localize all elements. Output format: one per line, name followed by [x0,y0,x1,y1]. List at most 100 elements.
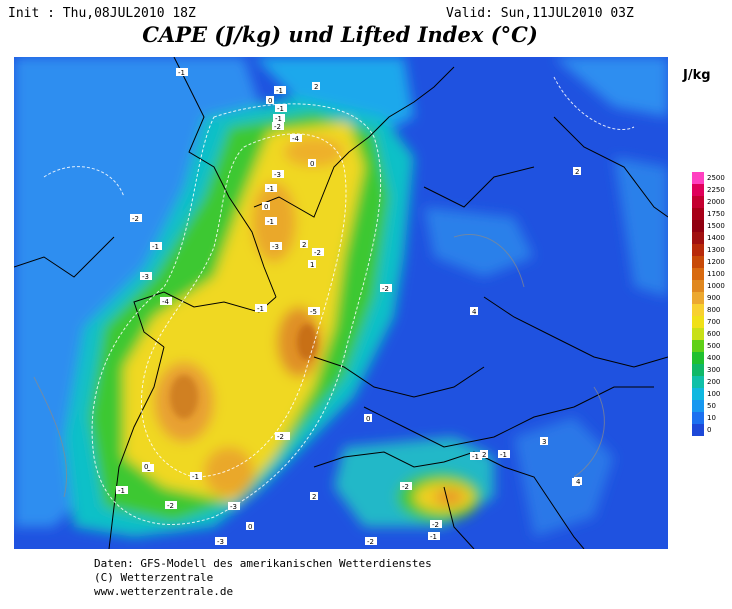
lifted-index-label: -2 [380,284,392,293]
legend-swatch [692,292,704,305]
svg-text:-1: -1 [192,473,199,481]
footer-data-source: Daten: GFS-Modell des amerikanischen Wet… [94,557,432,570]
lifted-index-label: -2 [312,248,324,257]
footer-copyright: (C) Wetterzentrale [94,571,214,584]
lifted-index-label: -2 [130,214,142,223]
legend-level-label: 300 [707,366,721,374]
legend-swatch [692,388,704,401]
lifted-index-label: -2 [165,501,177,510]
lifted-index-label: 4 [574,477,582,486]
svg-text:-3: -3 [274,171,281,179]
svg-text:2: 2 [302,241,306,249]
lifted-index-labels: -12-10-1-1-20-4-3-10-1-32-21-4-1-5-2-3-1… [116,68,582,546]
lifted-index-label: -1 [150,242,162,251]
lifted-index-label: -2 [365,537,377,546]
svg-text:-1: -1 [430,533,437,541]
legend-swatch [692,184,704,197]
chart-title: CAPE (J/kg) und Lifted Index (°C) [142,22,538,47]
lifted-index-label: -3 [228,502,240,511]
legend-swatch [692,400,704,413]
legend-swatch [692,328,704,341]
lifted-index-label: 0 [142,462,150,471]
legend-level-label: 600 [707,330,721,338]
svg-text:-1: -1 [276,87,283,95]
legend-swatch [692,364,704,377]
legend-level-label: 50 [707,402,716,410]
lifted-index-label: 0 [308,159,316,168]
svg-text:2: 2 [312,493,316,501]
lifted-index-label: -1 [190,472,202,481]
svg-text:-1: -1 [267,218,274,226]
legend-swatch [692,196,704,209]
svg-text:2: 2 [482,451,486,459]
svg-text:-2: -2 [274,123,281,131]
legend-level-label: 0 [707,426,712,434]
lifted-index-label: -1 [274,86,286,95]
legend-level-label: 100 [707,390,721,398]
svg-text:-2: -2 [382,285,389,293]
legend-level-label: 900 [707,294,721,302]
svg-text:-4: -4 [162,298,170,306]
svg-text:-2: -2 [132,215,139,223]
svg-text:-1: -1 [178,69,185,77]
legend-swatch [692,376,704,389]
svg-text:-1: -1 [472,453,479,461]
svg-text:-3: -3 [217,538,224,546]
svg-text:2: 2 [314,83,318,91]
legend-level-label: 10 [707,414,716,422]
lifted-index-label: -5 [308,307,320,316]
legend-swatch [692,304,704,317]
svg-text:-1: -1 [118,487,125,495]
legend-swatch [692,340,704,353]
lifted-index-label: -4 [160,297,172,306]
legend-swatch [692,256,704,269]
lifted-index-label: -3 [270,242,282,251]
legend-level-label: 1500 [707,222,725,230]
svg-text:-2: -2 [277,433,284,441]
footer-url: www.wetterzentrale.de [94,585,234,598]
svg-text:0: 0 [366,415,370,423]
lifted-index-label: 4 [470,307,478,316]
legend-swatch [692,244,704,257]
legend-unit: J/kg [683,68,711,83]
lifted-index-label: -1 [116,486,128,495]
legend-level-label: 800 [707,306,721,314]
lifted-index-label: 0 [262,202,270,211]
lifted-index-label: 0 [364,414,372,423]
coastlines [14,57,668,549]
legend-level-label: 1100 [707,270,725,278]
legend-swatch [692,280,704,293]
legend-swatch [692,220,704,233]
lifted-index-label: 0 [266,96,274,105]
legend-swatch [692,232,704,245]
legend-swatch [692,316,704,329]
svg-text:-3: -3 [230,503,237,511]
legend-swatch [692,172,704,185]
svg-text:-4: -4 [292,135,300,143]
svg-text:-3: -3 [142,273,149,281]
legend-level-label: 1300 [707,246,725,254]
lifted-index-label: -3 [215,537,227,546]
legend-swatch [692,208,704,221]
lifted-index-label: -1 [273,114,285,123]
svg-text:4: 4 [576,478,581,486]
lifted-index-label: -4 [290,134,302,143]
legend-level-label: 1750 [707,210,725,218]
svg-text:0: 0 [310,160,314,168]
lifted-index-label: -1 [265,217,277,226]
lifted-index-label: -1 [498,450,510,459]
lifted-index-label: -3 [272,170,284,179]
legend-level-label: 400 [707,354,721,362]
legend-level-label: 2500 [707,174,725,182]
svg-text:-2: -2 [402,483,409,491]
lifted-index-label: 0 [246,522,254,531]
svg-text:-2: -2 [167,502,174,510]
lifted-index-label: -2 [430,520,442,529]
cape-map: -12-10-1-1-20-4-3-10-1-32-21-4-1-5-2-3-1… [14,57,668,549]
svg-text:-1: -1 [500,451,507,459]
legend-level-label: 200 [707,378,721,386]
svg-text:0: 0 [268,97,272,105]
lifted-index-label: 2 [300,240,308,249]
init-time: Init : Thu,08JUL2010 18Z [8,6,196,21]
legend-swatch [692,424,704,436]
